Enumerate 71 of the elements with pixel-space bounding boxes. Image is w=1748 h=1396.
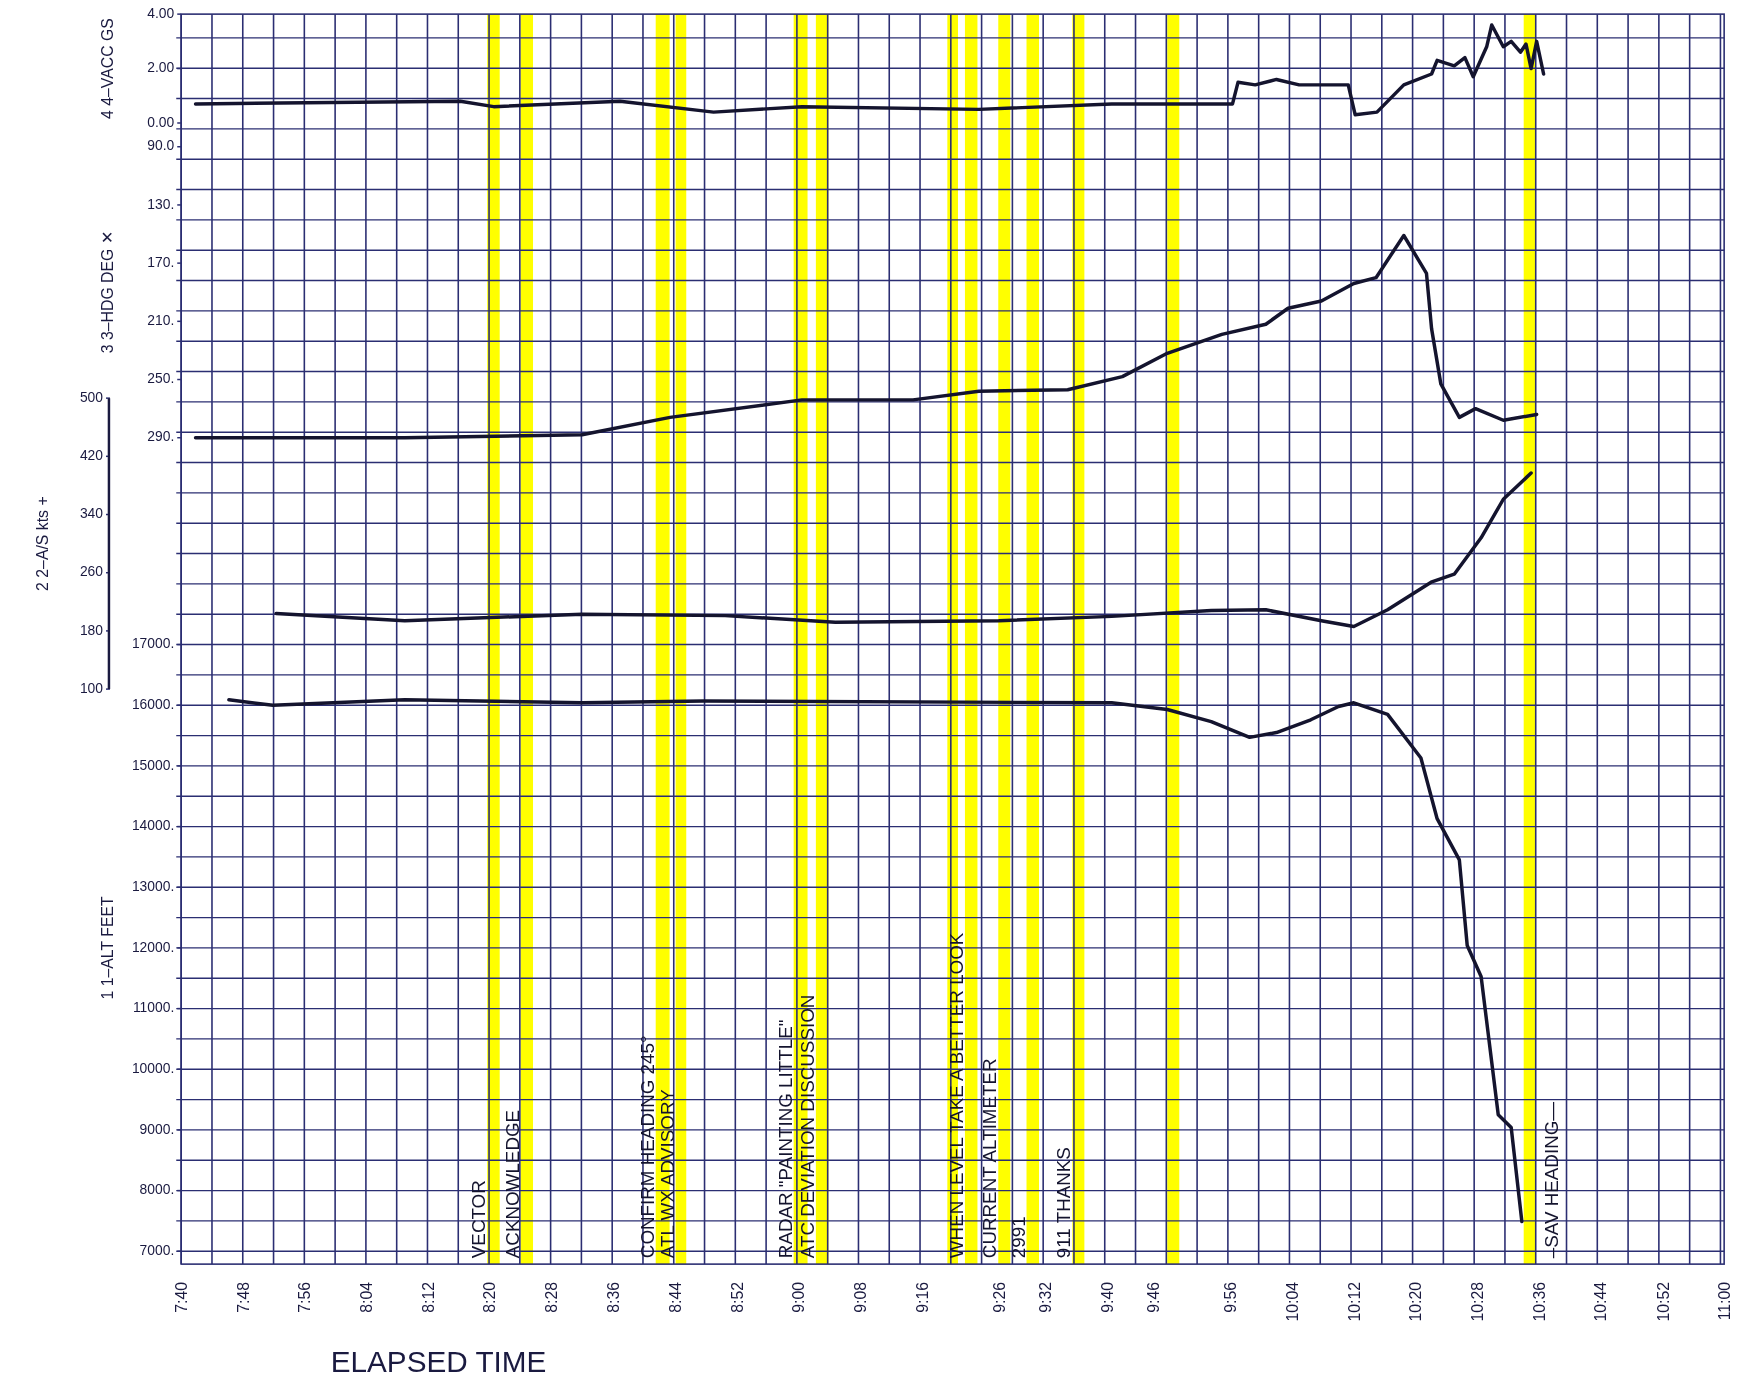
y-axis-title: 2 2–A/S kts + bbox=[33, 496, 51, 591]
y-tick-label: 130. bbox=[147, 195, 175, 212]
band-label: ACKNOWLEDGE bbox=[501, 1109, 523, 1259]
band-label: 911 THANKS bbox=[1053, 1147, 1075, 1259]
x-tick-label: 10:12 bbox=[1345, 1281, 1363, 1322]
x-tick-label: 8:52 bbox=[728, 1281, 746, 1313]
x-tick-label: 7:40 bbox=[173, 1281, 191, 1313]
band-label: ATC DEVIATION DISCUSSION bbox=[796, 994, 818, 1259]
x-tick-label: 10:52 bbox=[1654, 1281, 1672, 1322]
x-tick-label: 10:28 bbox=[1469, 1281, 1487, 1322]
x-tick-label: 10:44 bbox=[1592, 1281, 1610, 1322]
line-series bbox=[274, 471, 1533, 629]
y-tick-label: 100 bbox=[79, 679, 104, 696]
band-label: ATL WX ADVISORY bbox=[656, 1088, 678, 1259]
x-tick-label: 9:40 bbox=[1099, 1281, 1116, 1313]
x-tick-label: 9:32 bbox=[1036, 1281, 1054, 1313]
y-tick-label: 16000. bbox=[131, 695, 175, 712]
y-tick-label: 420 bbox=[79, 446, 104, 463]
y-tick-label: 17000. bbox=[131, 635, 175, 652]
band-label: CURRENT ALTIMETER bbox=[979, 1058, 1001, 1259]
y-tick-label: 340 bbox=[79, 505, 104, 522]
y-axis-title: 1 1–ALT FEET bbox=[98, 895, 116, 1000]
y-tick-label: 7000. bbox=[139, 1241, 175, 1258]
x-tick-label: 8:28 bbox=[543, 1281, 561, 1313]
y-tick-label: 15000. bbox=[131, 756, 175, 773]
y-axis-title: 3 3–HDG DEG ✕ bbox=[98, 231, 116, 354]
x-tick-label: 9:00 bbox=[790, 1281, 808, 1313]
y-tick-label: 0.00 bbox=[147, 113, 175, 130]
y-tick-label: 2.00 bbox=[147, 59, 175, 76]
y-axis-title: 4 4–VACC GS bbox=[98, 18, 116, 119]
x-tick-label: 9:16 bbox=[913, 1281, 931, 1313]
y-tick-label: 10000. bbox=[131, 1059, 175, 1076]
x-tick-label: 7:48 bbox=[234, 1281, 252, 1313]
band-label: –SAV HEADING— bbox=[1540, 1101, 1562, 1259]
x-tick-label: 8:20 bbox=[481, 1281, 499, 1313]
x-tick-label: 8:36 bbox=[605, 1281, 623, 1313]
band-label: CONFIRM HEADING 245° bbox=[636, 1035, 658, 1259]
y-tick-label: 4.00 bbox=[147, 4, 175, 21]
y-tick-label: 12000. bbox=[131, 938, 175, 955]
y-tick-label: 8000. bbox=[139, 1181, 175, 1198]
line-series bbox=[193, 233, 1539, 440]
band-label: WHEN LEVEL TAKE A BETTER LOOK bbox=[945, 932, 967, 1259]
x-tick-label: 9:26 bbox=[990, 1281, 1008, 1313]
band-label: 2991 bbox=[1007, 1216, 1029, 1259]
line-series bbox=[193, 23, 1546, 117]
y-tick-label: 250. bbox=[147, 370, 175, 387]
x-tick-label: 10:04 bbox=[1284, 1281, 1302, 1322]
y-tick-label: 290. bbox=[147, 428, 175, 445]
x-tick-label: 10:20 bbox=[1407, 1281, 1425, 1322]
y-tick-label: 90.0 bbox=[147, 137, 175, 154]
x-tick-label: 8:12 bbox=[419, 1281, 437, 1313]
y-tick-label: 170. bbox=[147, 253, 175, 270]
y-tick-label: 210. bbox=[147, 311, 175, 328]
x-tick-label: 7:56 bbox=[296, 1281, 314, 1313]
x-tick-label: 9:46 bbox=[1145, 1281, 1163, 1313]
x-tick-label: 9:56 bbox=[1222, 1281, 1240, 1313]
x-tick-label: 8:04 bbox=[358, 1281, 376, 1313]
y-tick-label: 13000. bbox=[131, 877, 175, 894]
y-tick-label: 14000. bbox=[131, 817, 175, 834]
x-tick-label: 8:44 bbox=[666, 1281, 684, 1313]
y-tick-label: 260 bbox=[79, 563, 104, 580]
y-tick-label: 500 bbox=[79, 388, 104, 405]
y-tick-label: 180 bbox=[79, 621, 104, 638]
y-tick-label: 11000. bbox=[132, 999, 175, 1016]
band-label: VECTOR bbox=[468, 1180, 490, 1259]
x-axis-title: ELAPSED TIME bbox=[330, 1345, 547, 1378]
band-label: RADAR "PAINTING LITTLE" bbox=[774, 1019, 796, 1259]
x-tick-label: 9:08 bbox=[851, 1281, 869, 1313]
x-tick-label: 10:36 bbox=[1530, 1281, 1548, 1322]
y-tick-label: 9000. bbox=[139, 1120, 175, 1137]
x-tick-label: 11:00 bbox=[1716, 1281, 1734, 1321]
